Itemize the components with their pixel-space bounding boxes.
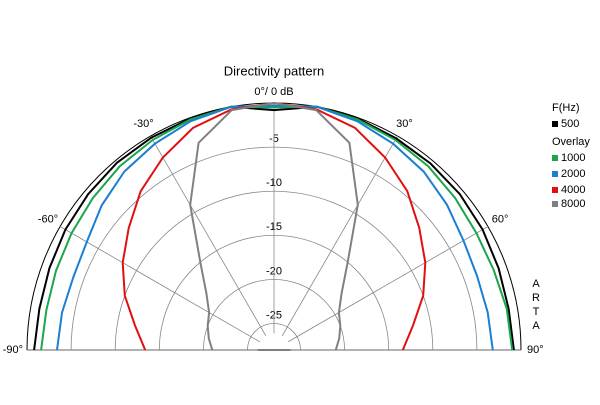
theta-tick-label: -30° xyxy=(133,118,153,130)
theta-tick-label: 30° xyxy=(396,118,413,130)
legend-swatch xyxy=(552,121,558,127)
legend-label: 8000 xyxy=(561,198,585,210)
theta-tick-label: -90° xyxy=(3,344,23,356)
series-line xyxy=(56,104,494,351)
legend-swatch xyxy=(552,187,558,193)
legend-label: 2000 xyxy=(561,168,585,180)
grid-spoke xyxy=(59,226,260,343)
legend-subtitle: Overlay xyxy=(552,136,590,148)
legend-swatch xyxy=(552,201,558,207)
legend-label: 1000 xyxy=(561,152,585,164)
series-line xyxy=(33,105,515,351)
legend-label: 4000 xyxy=(561,184,585,196)
grid-spoke xyxy=(281,135,398,336)
grid-spoke xyxy=(150,135,267,336)
legend-swatch xyxy=(552,155,558,161)
theta-tick-label: 90° xyxy=(527,344,544,356)
legend-label: 500 xyxy=(561,118,579,130)
grid-spoke xyxy=(288,226,489,343)
theta-tick-label: 60° xyxy=(492,213,509,225)
legend-title: F(Hz) xyxy=(552,102,580,114)
chart-title: Directivity pattern xyxy=(224,63,324,78)
legend-swatch xyxy=(552,171,558,177)
series-line xyxy=(189,101,359,351)
theta-tick-label: 0°/ 0 dB xyxy=(254,86,293,98)
series-line xyxy=(40,105,514,351)
watermark: ARTA xyxy=(530,278,542,334)
theta-tick-label: -60° xyxy=(38,213,58,225)
